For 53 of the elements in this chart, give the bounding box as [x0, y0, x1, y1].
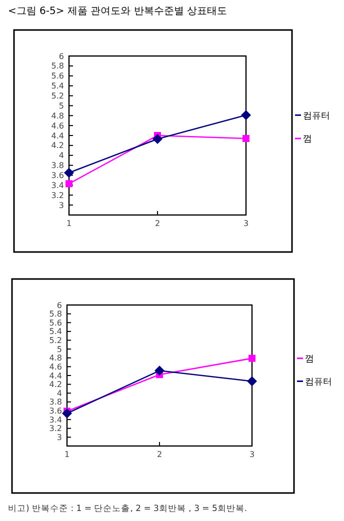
point — [64, 168, 74, 178]
y-tick-label: 4.6 — [51, 121, 64, 130]
x-tick-label: 3 — [249, 450, 255, 459]
chart-title: <그림 6-5> 제품 관여도와 반복수준별 상표태도 — [8, 6, 227, 17]
y-tick-label: 4 — [56, 388, 62, 398]
x-tick-label: 1 — [64, 450, 70, 459]
y-tick-label: 5.8 — [49, 310, 62, 319]
y-tick-label: 3.2 — [49, 424, 62, 434]
y-tick-label: 6 — [58, 52, 64, 61]
y-tick-label: 3.4 — [51, 180, 64, 190]
y-tick-label: 3.8 — [49, 398, 62, 407]
text: 비고) 반복수준 : 1 = 단순노출, 2 = 3회반복 , 3 = 5회반복. — [8, 504, 248, 514]
y-tick-label: 4 — [58, 151, 64, 160]
y-tick-label: 3 — [56, 432, 62, 442]
x-tick-label: 2 — [156, 450, 162, 459]
y-tick-label: 3.6 — [51, 171, 64, 180]
y-tick-label: 5.6 — [49, 318, 62, 328]
y-tick-label: 5.2 — [51, 92, 64, 101]
legend-label: 컴퓨터 — [305, 377, 332, 388]
y-tick-label: 4.4 — [49, 371, 62, 380]
y-tick-label: 5.8 — [51, 62, 64, 71]
point — [248, 354, 256, 362]
y-tick-label: 3.2 — [51, 190, 64, 200]
y-tick-label: 4.8 — [51, 111, 64, 120]
y-tick-label: 4.4 — [51, 131, 64, 140]
y-tick-label: 3.6 — [49, 406, 62, 416]
point — [152, 134, 162, 144]
y-tick-label: 5.2 — [49, 336, 62, 346]
y-tick-label: 3.4 — [49, 415, 62, 424]
legend-label: 껌 — [303, 134, 312, 145]
x-tick-label: 3 — [243, 219, 249, 228]
y-tick-label: 4.6 — [49, 362, 62, 372]
point — [154, 366, 164, 376]
point — [241, 110, 251, 120]
x-tick-label: 1 — [66, 219, 72, 228]
point — [247, 376, 257, 386]
point — [242, 134, 250, 142]
y-tick-label: 5.4 — [51, 82, 64, 91]
y-tick-label: 5.4 — [49, 327, 62, 336]
y-tick-label: 4.2 — [49, 380, 62, 390]
point — [62, 408, 72, 418]
y-tick-label: 5.6 — [51, 72, 64, 81]
y-tick-label: 3 — [58, 200, 64, 210]
y-tick-label: 6 — [56, 300, 62, 310]
x-tick-label: 2 — [154, 219, 160, 228]
point — [66, 180, 72, 188]
y-tick-label: 4.8 — [49, 354, 62, 363]
legend-label: 컴퓨터 — [303, 111, 330, 122]
y-tick-label: 3.8 — [51, 161, 64, 170]
y-tick-label: 5 — [56, 344, 62, 354]
y-tick-label: 4.2 — [51, 141, 64, 150]
legend-label: 껌 — [305, 354, 314, 364]
y-tick-label: 5 — [58, 101, 64, 110]
